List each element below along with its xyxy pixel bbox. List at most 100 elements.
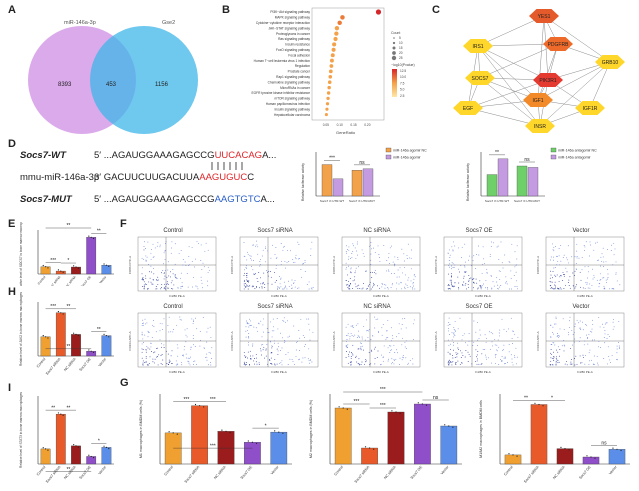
flow-event (154, 247, 156, 249)
bar-data-point (42, 264, 44, 267)
flow-event (575, 284, 577, 286)
flow-event (609, 359, 611, 361)
bar-control (334, 407, 352, 465)
flow-event (574, 275, 576, 277)
venn-right-count: 1156 (155, 82, 169, 88)
flow-event (575, 286, 577, 288)
flow-events (447, 241, 518, 290)
flow-event (508, 343, 510, 345)
flow-event (171, 247, 172, 249)
kegg-dot (375, 9, 382, 15)
flow-event (350, 362, 352, 364)
flow-event (267, 339, 269, 341)
flow-event (351, 253, 353, 254)
flow-event (191, 318, 193, 320)
flow-event (483, 283, 485, 285)
flow-event (295, 254, 297, 256)
flow-event (267, 270, 269, 272)
flow-event (383, 245, 385, 247)
flow-event (391, 273, 393, 275)
flow-event (142, 277, 144, 279)
flow-event (297, 258, 299, 260)
flow-event (475, 349, 477, 351)
flow-event (452, 286, 454, 288)
flow-event (210, 364, 212, 366)
flow-event (449, 266, 451, 268)
flow-event (349, 336, 351, 338)
panel-label-c: C (432, 4, 440, 16)
flow-event (486, 358, 488, 360)
bar-chart-g-m2: M2 macrophages in BMDM cells (%)Control S… (309, 387, 462, 484)
flow-event (465, 271, 467, 273)
flow-event (267, 250, 269, 252)
flow-event (450, 284, 452, 286)
flow-event (514, 266, 516, 268)
flow-event (350, 272, 352, 274)
flow-event (285, 286, 287, 288)
flow-event (551, 332, 553, 334)
flow-event (269, 321, 271, 323)
flow-event (482, 246, 484, 248)
flow-event (603, 288, 605, 290)
flow-event (450, 276, 452, 278)
flow-event (262, 349, 264, 351)
flow-event (195, 285, 197, 287)
flow-event (356, 250, 358, 252)
flow-event (464, 284, 466, 286)
flow-event (552, 249, 554, 251)
flow-event (152, 324, 154, 326)
flow-event (302, 263, 304, 265)
flow-event (563, 274, 564, 276)
flow-event (365, 319, 367, 321)
flow-event (147, 241, 149, 243)
flow-event (391, 349, 392, 351)
flow-event (613, 242, 615, 244)
flow-event (280, 264, 282, 266)
flow-event (447, 285, 449, 286)
flow-event (159, 246, 161, 248)
flow-xlabel: F4/80 PE-A (373, 294, 389, 298)
flow-event (391, 284, 393, 286)
flow-event (512, 331, 514, 333)
flow-event (567, 282, 569, 284)
flow-event (192, 338, 194, 339)
flow-event (505, 276, 507, 278)
flow-event (166, 281, 168, 283)
flow-event (392, 282, 393, 284)
kegg-term-label: Insulin signaling pathway (275, 107, 311, 111)
flow-event (393, 263, 395, 265)
bar-data-point (194, 403, 197, 406)
flow-event (356, 241, 358, 243)
flow-event (375, 273, 377, 275)
flow-event (506, 281, 508, 283)
flow-event (246, 322, 248, 323)
luc-legend-swatch (550, 147, 557, 153)
flow-event (308, 318, 310, 320)
flow-event (600, 265, 602, 267)
flow-event (352, 288, 353, 290)
flow-events (549, 241, 621, 290)
flow-event (467, 344, 469, 346)
bar-data-point (255, 442, 258, 445)
flow-event (143, 322, 144, 324)
flow-event (400, 282, 402, 284)
flow-event (295, 349, 297, 351)
bar-data-point (168, 431, 170, 433)
flow-event (392, 261, 394, 263)
flow-event (141, 333, 143, 335)
flow-event (168, 359, 170, 361)
flow-event (298, 350, 300, 351)
flow-event (587, 265, 589, 267)
flow-event (279, 283, 281, 285)
bar-sig-mark: *** (50, 258, 56, 264)
flow-event (250, 320, 251, 322)
bar-sig-mark: * (265, 423, 267, 429)
flow-event (298, 244, 300, 245)
flow-event (553, 360, 555, 361)
flow-event (284, 267, 286, 269)
flow-event (249, 285, 251, 287)
flow-panel-title: Socs7 OE (465, 304, 493, 310)
flow-event (200, 279, 202, 281)
flow-event (177, 347, 179, 349)
flow-event (172, 273, 174, 275)
